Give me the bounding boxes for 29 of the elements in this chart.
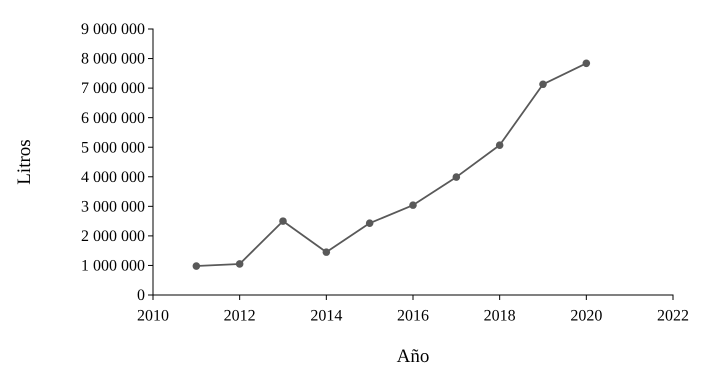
y-tick-label: 5 000 000 bbox=[81, 139, 145, 156]
x-tick-label: 2010 bbox=[137, 308, 169, 325]
x-tick-label: 2018 bbox=[484, 308, 516, 325]
y-tick-label: 7 000 000 bbox=[81, 80, 145, 98]
x-axis-title: Año bbox=[396, 346, 430, 367]
y-axis-title: Litros bbox=[14, 139, 35, 185]
point bbox=[452, 173, 460, 181]
x-tick-label: 2020 bbox=[570, 308, 602, 325]
point bbox=[192, 262, 200, 270]
point bbox=[539, 80, 547, 88]
y-tick-label: 2 000 000 bbox=[81, 228, 145, 246]
y-tick-label: 8 000 000 bbox=[81, 50, 145, 68]
point bbox=[366, 219, 374, 227]
y-tick-label: 1 000 000 bbox=[81, 258, 145, 275]
y-tick-label: 9 000 000 bbox=[81, 21, 145, 38]
y-tick-label: 3 000 000 bbox=[81, 198, 145, 216]
y-tick-label: 6 000 000 bbox=[81, 110, 145, 127]
point bbox=[322, 248, 330, 256]
point bbox=[582, 60, 590, 68]
point bbox=[496, 141, 504, 149]
point bbox=[236, 260, 244, 268]
x-tick-label: 2014 bbox=[310, 308, 342, 325]
x-tick-label: 2012 bbox=[224, 308, 256, 325]
x-tick-label: 2022 bbox=[657, 308, 689, 325]
point bbox=[409, 201, 417, 209]
y-tick-label: 4 000 000 bbox=[81, 168, 145, 186]
x-tick-label: 2016 bbox=[397, 308, 429, 325]
point bbox=[279, 217, 287, 225]
y-tick-label: 0 bbox=[137, 287, 145, 304]
